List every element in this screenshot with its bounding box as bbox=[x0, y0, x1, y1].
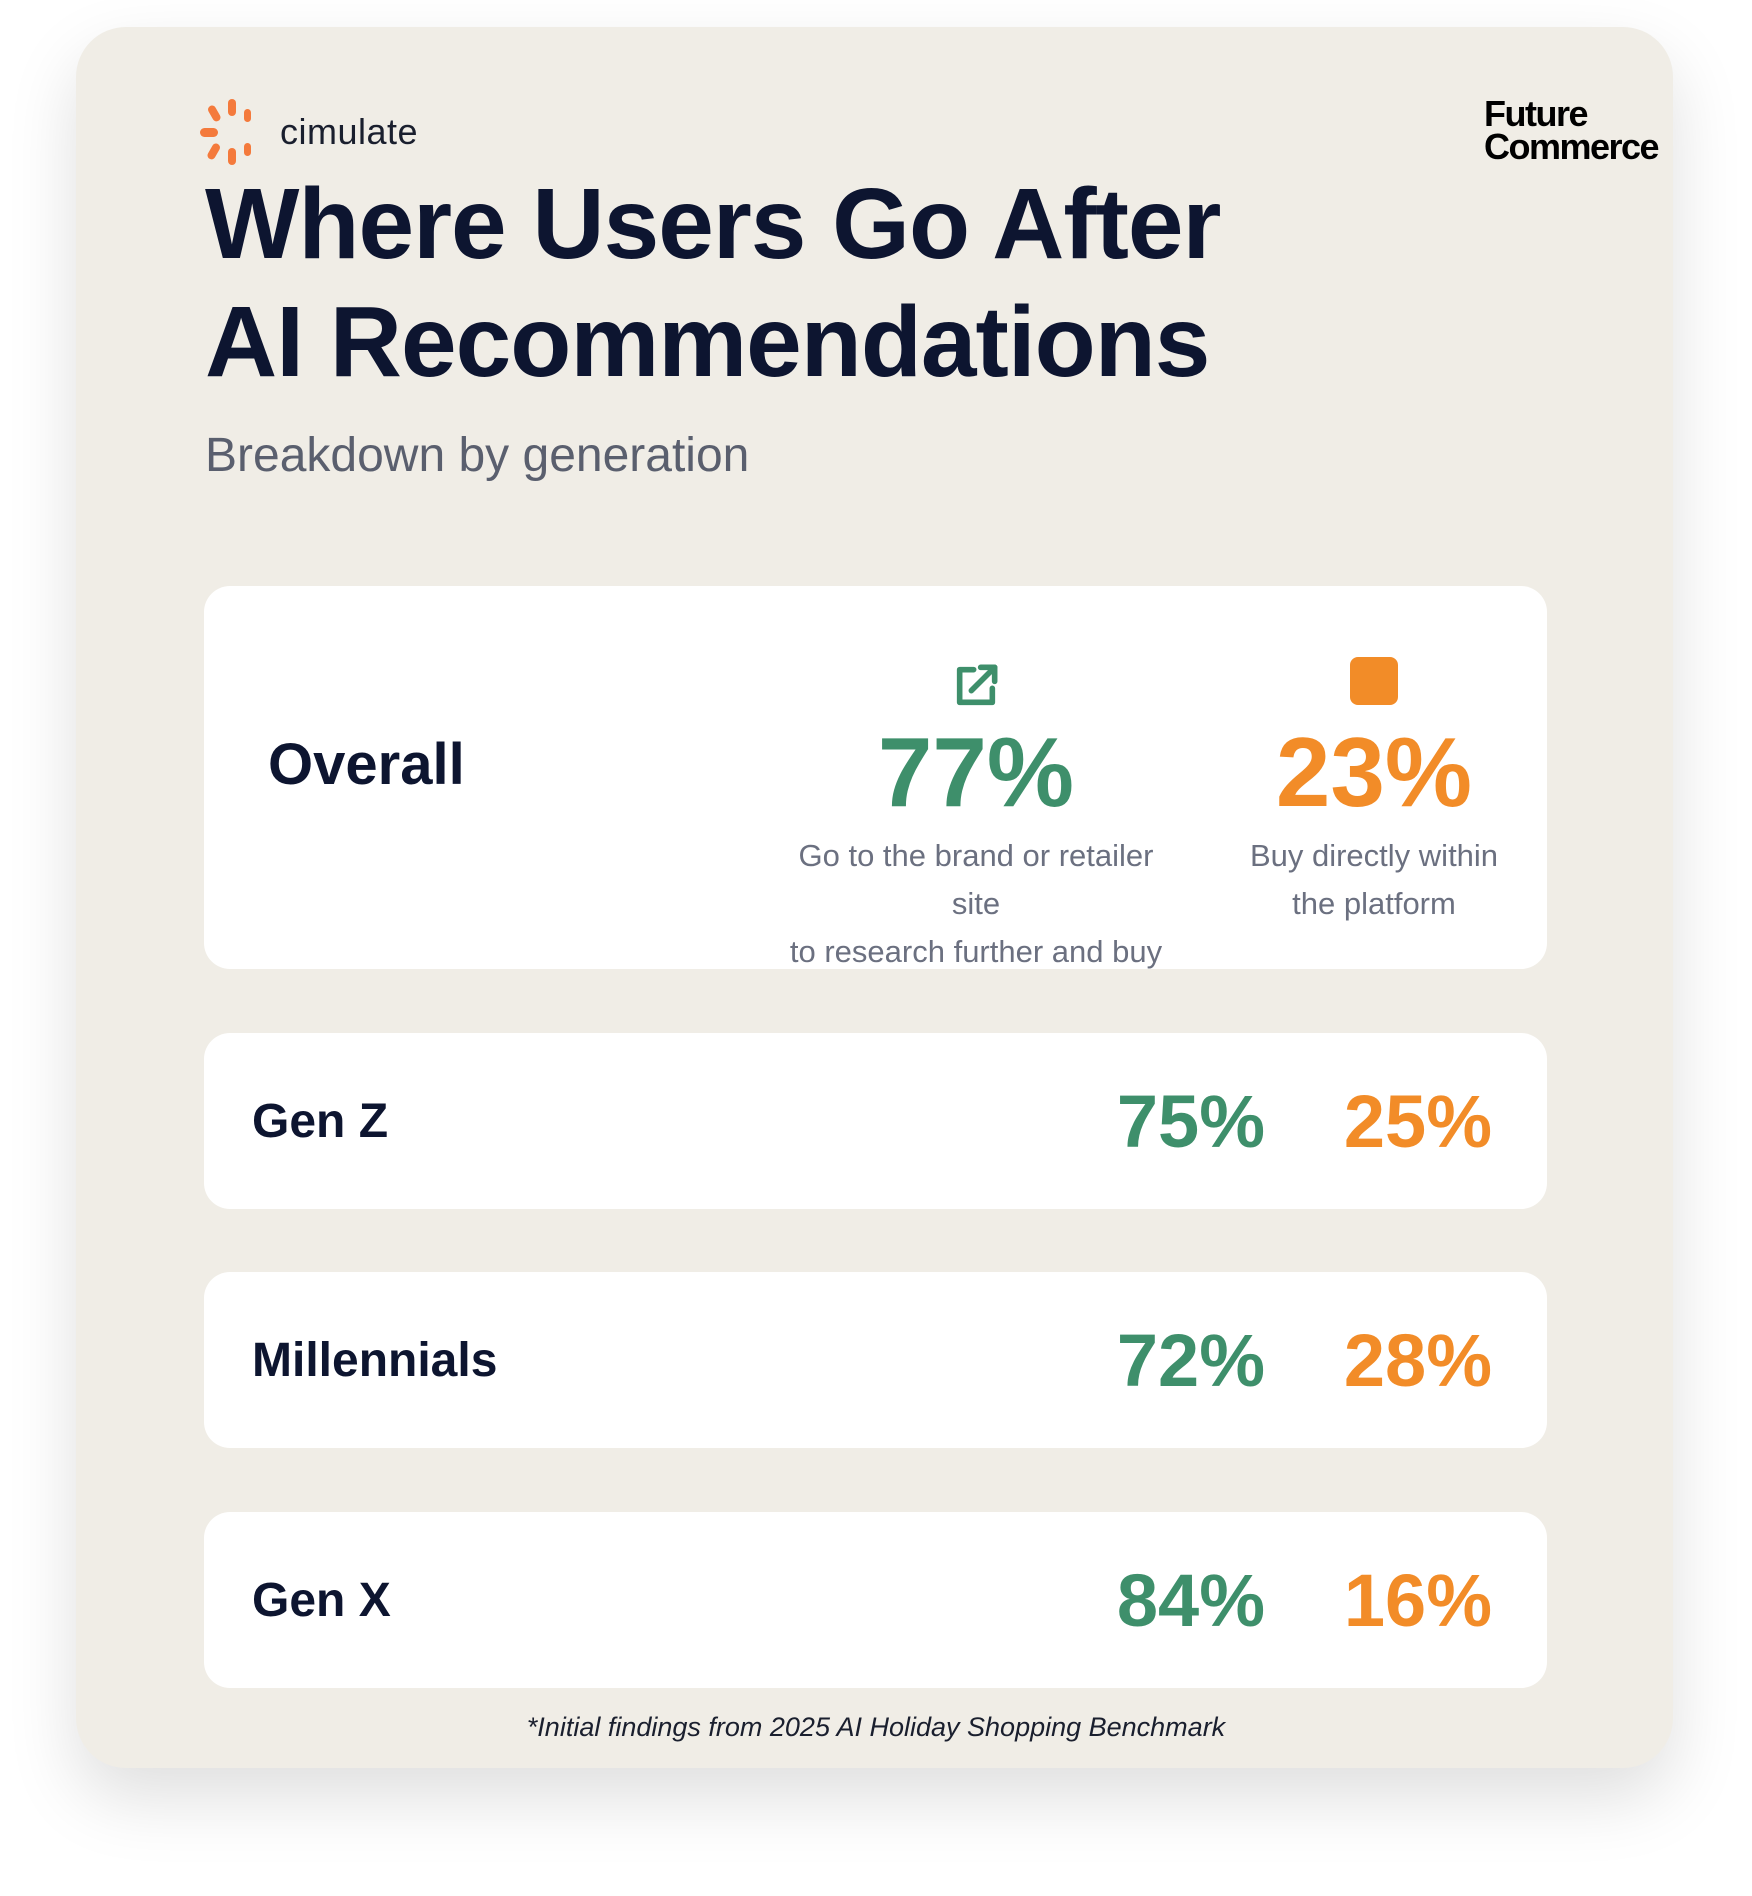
overall-label: Overall bbox=[268, 732, 465, 797]
overall-card: Overall 77% Go to the brand or retailer … bbox=[204, 586, 1547, 969]
overall-platform-desc: Buy directly within the platform bbox=[1184, 832, 1564, 928]
site-value: 72% bbox=[1116, 1318, 1265, 1402]
future-commerce-logo: Future Commerce bbox=[1484, 93, 1714, 167]
cimulate-burst-icon bbox=[200, 99, 251, 165]
generation-row-gen-x: Gen X 84% 16% bbox=[204, 1512, 1547, 1688]
title-line-2: AI Recommendations bbox=[205, 286, 1210, 398]
subtitle: Breakdown by generation bbox=[205, 429, 750, 482]
cimulate-wordmark: cimulate bbox=[280, 111, 419, 152]
site-value: 84% bbox=[1116, 1558, 1265, 1642]
platform-value: 16% bbox=[1343, 1558, 1492, 1642]
desc-line: Go to the brand or retailer site bbox=[798, 838, 1154, 921]
generation-label: Gen Z bbox=[252, 1094, 389, 1148]
cimulate-logo: cimulate bbox=[200, 99, 418, 165]
overall-platform-value: 23% bbox=[1275, 717, 1473, 827]
generation-label: Gen X bbox=[252, 1573, 391, 1627]
footnote: *Initial findings from 2025 AI Holiday S… bbox=[526, 1712, 1226, 1742]
square-icon bbox=[1184, 656, 1564, 716]
platform-value: 28% bbox=[1343, 1318, 1492, 1402]
desc-line: to research further and buy bbox=[789, 934, 1163, 969]
overall-platform-stat: 23% Buy directly within the platform bbox=[1184, 656, 1564, 928]
desc-line: the platform bbox=[1292, 886, 1456, 921]
site-value: 75% bbox=[1116, 1079, 1265, 1163]
page-title: Where Users Go After AI Recommendations bbox=[205, 165, 1221, 401]
generation-row-gen-z: Gen Z 75% 25% bbox=[204, 1033, 1547, 1209]
generation-label: Millennials bbox=[252, 1333, 498, 1387]
platform-value: 25% bbox=[1343, 1079, 1492, 1163]
overall-site-desc: Go to the brand or retailer site to rese… bbox=[786, 832, 1166, 976]
generation-row-millennials: Millennials 72% 28% bbox=[204, 1272, 1547, 1448]
future-commerce-wordmark: Future Commerce bbox=[1484, 93, 1660, 167]
overall-site-stat: 77% Go to the brand or retailer site to … bbox=[786, 656, 1166, 976]
title-line-1: Where Users Go After bbox=[205, 168, 1221, 280]
desc-line: Buy directly within bbox=[1249, 838, 1499, 873]
overall-site-value: 77% bbox=[877, 717, 1075, 827]
external-link-icon bbox=[786, 656, 1166, 716]
